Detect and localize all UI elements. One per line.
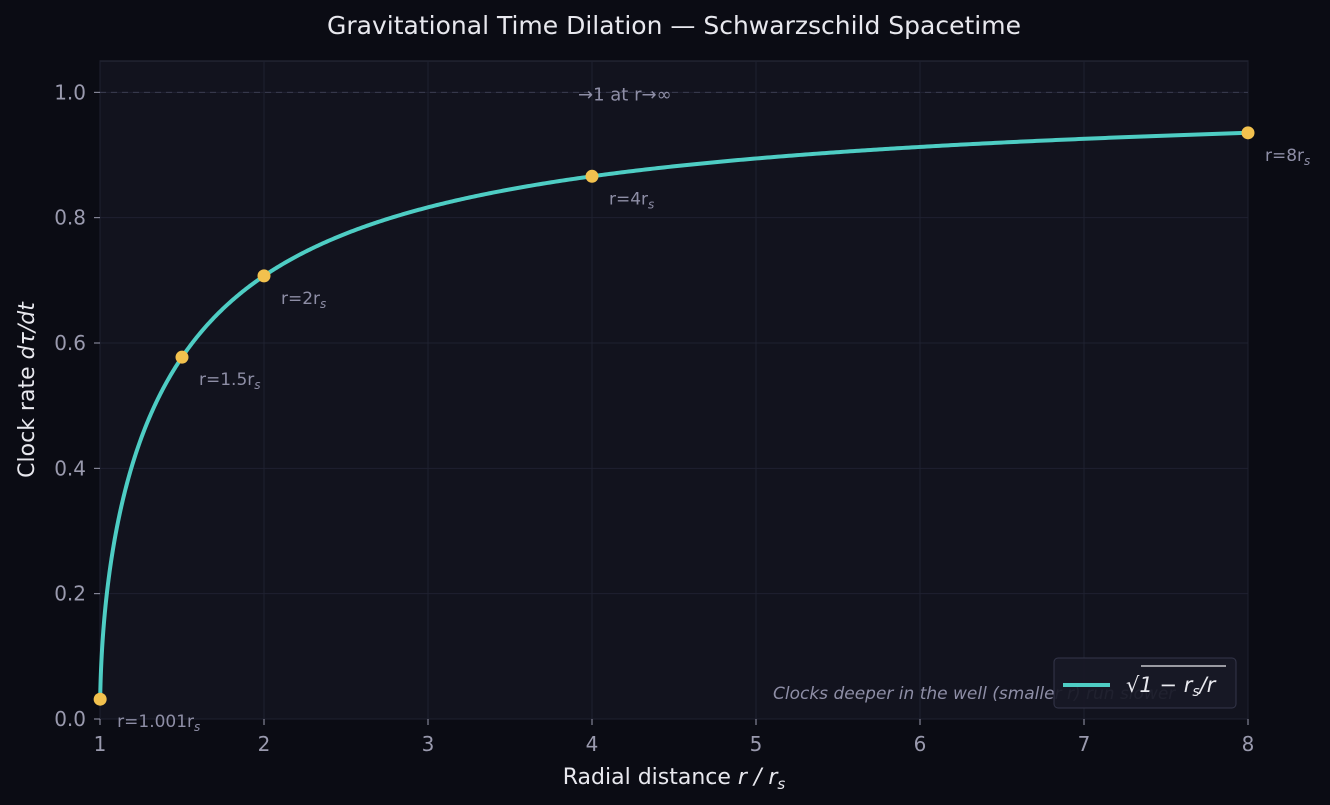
marker-point <box>1241 126 1255 140</box>
legend-radical: √ <box>1126 673 1140 697</box>
marker-label: r=1.5rs <box>199 370 261 392</box>
x-tick-label: 5 <box>750 732 763 756</box>
legend-label: √1 − rs/r <box>1126 673 1217 700</box>
marker-label: r=8rs <box>1265 146 1310 168</box>
x-axis-label: Radial distance r / rs <box>563 765 786 793</box>
series-line-time-dilation <box>98 130 1250 702</box>
y-axis-label-math: dτ/dt <box>15 301 40 360</box>
x-tick-label: 1 <box>94 732 107 756</box>
y-tick-label: 0.6 <box>54 331 86 355</box>
x-axis-label-text: Radial distance <box>563 765 731 790</box>
legend-label-sub: s <box>1192 684 1199 700</box>
marker-label: r=2rs <box>281 289 326 311</box>
x-tick-label: 8 <box>1242 732 1255 756</box>
y-axis-label-text: Clock rate <box>15 366 40 477</box>
chart-title: Gravitational Time Dilation — Schwarzsch… <box>327 11 1021 40</box>
x-tick-label: 3 <box>422 732 435 756</box>
marker-label: r=1.001rs <box>117 712 200 734</box>
x-axis: 1 2 3 4 5 6 7 8 <box>94 719 1255 756</box>
legend-box <box>1053 657 1237 709</box>
x-tick-label: 4 <box>586 732 599 756</box>
y-tick-label: 0.0 <box>54 707 86 731</box>
marker-point <box>93 692 107 706</box>
y-tick-label: 0.4 <box>54 456 86 480</box>
x-tick-label: 2 <box>258 732 271 756</box>
x-axis-label-math: r / r <box>738 765 779 790</box>
x-tick-label: 7 <box>1078 732 1091 756</box>
legend: √1 − rs/r <box>1053 657 1237 709</box>
asymptote-label: →1 at r→∞ <box>578 84 672 105</box>
markers: r=1.001rs r=1.5rs r=2rs r=4rs r=8rs <box>93 126 1310 734</box>
y-tick-label: 0.2 <box>54 582 86 606</box>
y-tick-label: 1.0 <box>54 80 86 104</box>
x-axis-label-sub: s <box>777 775 785 793</box>
marker-point <box>175 350 189 364</box>
legend-label-body: 1 − r <box>1139 673 1193 697</box>
marker-point <box>585 169 599 183</box>
y-axis-label: Clock rate dτ/dt <box>15 301 40 478</box>
y-axis: 0.0 0.2 0.4 0.6 0.8 1.0 <box>54 80 100 731</box>
plot-area <box>99 60 1249 720</box>
marker-point <box>257 269 271 283</box>
x-tick-label: 6 <box>914 732 927 756</box>
marker-label: r=4rs <box>609 189 654 211</box>
legend-label-tail: /r <box>1198 673 1217 697</box>
y-tick-label: 0.8 <box>54 206 86 230</box>
